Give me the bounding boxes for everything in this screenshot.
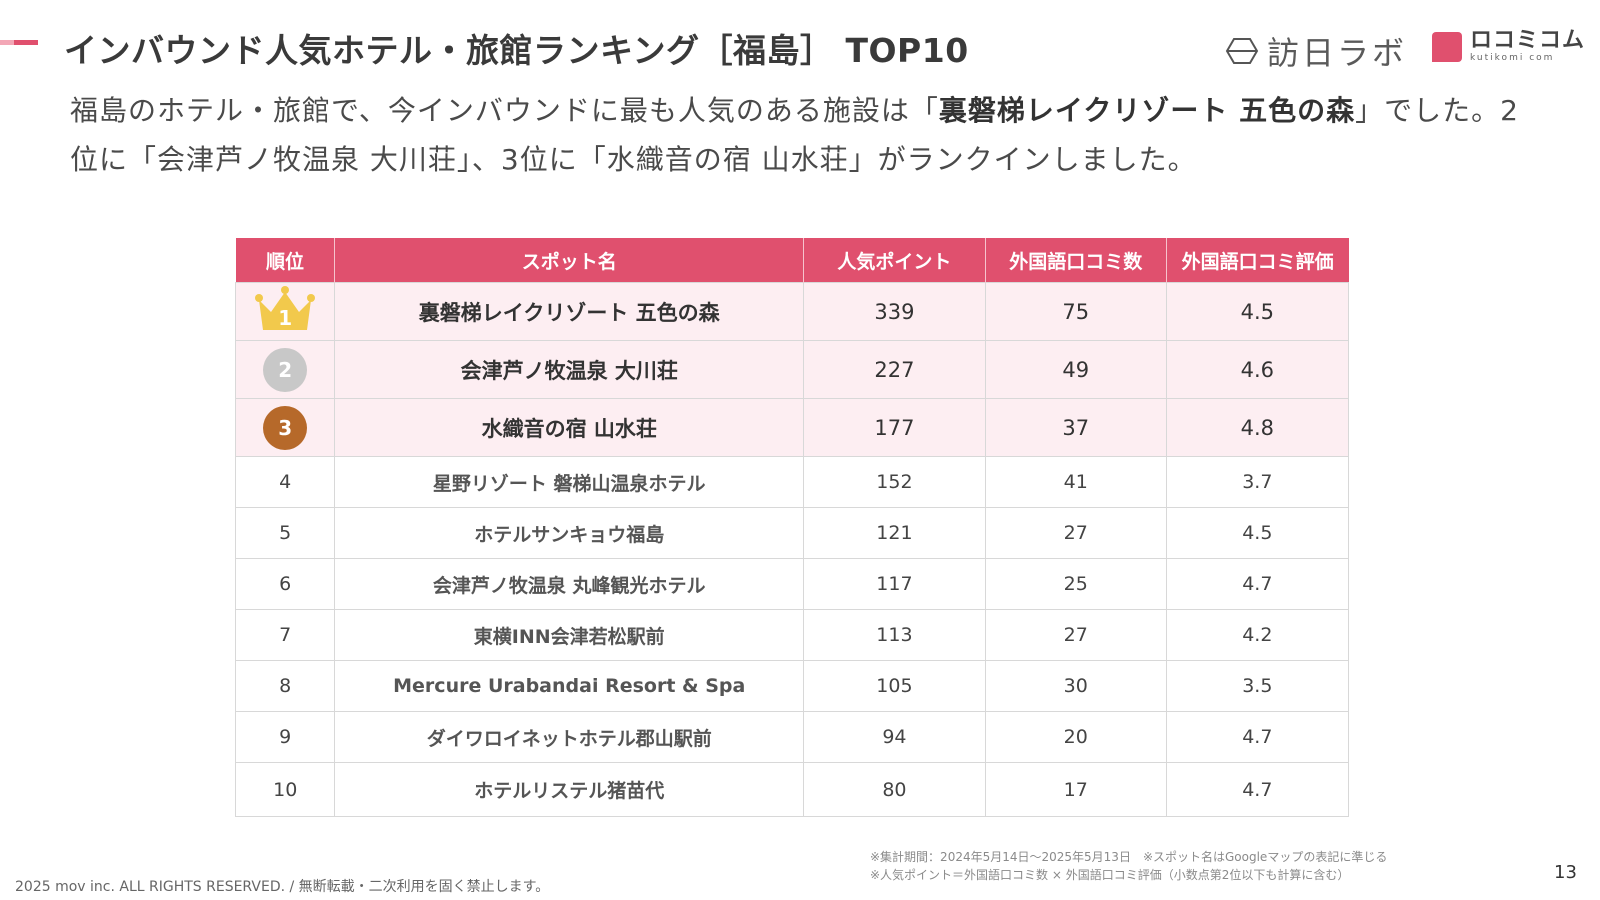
kuchikomi-logo-subtext: kutikomi com bbox=[1470, 53, 1555, 63]
title-accent-bar bbox=[0, 40, 38, 45]
points-cell: 152 bbox=[803, 456, 986, 508]
ranking-table: 順位 スポット名 人気ポイント 外国語口コミ数 外国語口コミ評価 1 裏磐梯 bbox=[234, 238, 1350, 817]
review-count-cell: 41 bbox=[984, 456, 1167, 508]
review-count-cell: 49 bbox=[984, 340, 1167, 399]
review-count-cell: 27 bbox=[984, 507, 1167, 559]
points-cell: 177 bbox=[803, 398, 986, 457]
kuchikomi-com-logo: ロコミコム kutikomi com bbox=[1432, 30, 1585, 63]
footnote-formula: ※人気ポイント＝外国語口コミ数 × 外国語口コミ評価（小数点第2位以下も計算に含… bbox=[870, 868, 1350, 882]
table-row: 6 会津芦ノ牧温泉 丸峰観光ホテル 117 25 4.7 bbox=[234, 558, 1350, 610]
spot-name-cell: ダイワロイネットホテル郡山駅前 bbox=[334, 711, 805, 763]
lead-text-part2: 」でした。2位に「会津芦ノ牧温泉 大川荘」、3位に「水織音の宿 山水荘」がランク… bbox=[70, 94, 1519, 176]
header-review-count: 外国語口コミ数 bbox=[985, 238, 1167, 283]
spot-name-cell: ホテルサンキョウ福島 bbox=[334, 507, 805, 559]
table-row: 9 ダイワロイネットホテル郡山駅前 94 20 4.7 bbox=[234, 711, 1350, 763]
rank-cell: 8 bbox=[234, 660, 336, 712]
review-rating-cell: 4.2 bbox=[1165, 609, 1350, 661]
points-cell: 113 bbox=[803, 609, 986, 661]
review-rating-cell: 4.6 bbox=[1165, 340, 1350, 399]
page-title: インバウンド人気ホテル・旅館ランキング［福島］ TOP10 bbox=[64, 31, 969, 70]
table-row: 4 星野リゾート 磐梯山温泉ホテル 152 41 3.7 bbox=[234, 456, 1350, 508]
header-rank: 順位 bbox=[235, 238, 336, 283]
rank-cell: 1 bbox=[234, 282, 336, 341]
review-count-cell: 17 bbox=[984, 762, 1167, 817]
review-rating-cell: 3.7 bbox=[1165, 456, 1350, 508]
table-row: 2 会津芦ノ牧温泉 大川荘 227 49 4.6 bbox=[234, 340, 1350, 399]
review-count-cell: 27 bbox=[984, 609, 1167, 661]
rank-cell: 10 bbox=[234, 762, 336, 817]
houjin-labo-logo-text: 訪日ラボ bbox=[1267, 34, 1408, 72]
review-count-cell: 37 bbox=[984, 398, 1167, 457]
kuchikomi-logo-text: ロコミコム bbox=[1470, 28, 1586, 53]
spot-name-cell: 会津芦ノ牧温泉 大川荘 bbox=[334, 340, 805, 399]
review-rating-cell: 4.7 bbox=[1165, 762, 1350, 817]
points-cell: 339 bbox=[803, 282, 986, 341]
points-cell: 80 bbox=[803, 762, 986, 817]
header-review-rating: 外国語口コミ評価 bbox=[1166, 238, 1349, 283]
review-rating-cell: 4.8 bbox=[1165, 398, 1350, 457]
rank-cell: 3 bbox=[234, 398, 336, 457]
silver-medal-icon: 2 bbox=[263, 347, 308, 392]
table-row: 7 東横INN会津若松駅前 113 27 4.2 bbox=[234, 609, 1350, 661]
hexagon-logo-icon bbox=[1225, 38, 1259, 64]
table-row: 8 Mercure Urabandai Resort & Spa 105 30 … bbox=[234, 660, 1350, 712]
page-number: 13 bbox=[1554, 862, 1577, 883]
rank-cell: 9 bbox=[234, 711, 336, 763]
points-cell: 121 bbox=[803, 507, 986, 559]
rank-cell: 2 bbox=[234, 340, 336, 399]
review-rating-cell: 4.7 bbox=[1165, 558, 1350, 610]
houjin-labo-logo: 訪日ラボ bbox=[1225, 28, 1407, 74]
header-spot-name: スポット名 bbox=[334, 238, 805, 283]
review-rating-cell: 4.5 bbox=[1165, 507, 1350, 559]
review-count-cell: 30 bbox=[984, 660, 1167, 712]
spot-name-cell: 水織音の宿 山水荘 bbox=[334, 398, 805, 457]
spot-name-cell: Mercure Urabandai Resort & Spa bbox=[334, 660, 805, 712]
spot-name-cell: 会津芦ノ牧温泉 丸峰観光ホテル bbox=[334, 558, 805, 610]
spot-name-cell: ホテルリステル猪苗代 bbox=[334, 762, 805, 817]
spot-name-cell: 東横INN会津若松駅前 bbox=[334, 609, 805, 661]
points-cell: 105 bbox=[803, 660, 986, 712]
rank-number: 1 bbox=[278, 306, 293, 330]
rank-cell: 6 bbox=[234, 558, 336, 610]
table-row: 5 ホテルサンキョウ福島 121 27 4.5 bbox=[234, 507, 1350, 559]
header-popularity-points: 人気ポイント bbox=[803, 238, 986, 283]
review-count-cell: 20 bbox=[984, 711, 1167, 763]
rank-cell: 5 bbox=[234, 507, 336, 559]
review-count-cell: 75 bbox=[984, 282, 1167, 341]
points-cell: 227 bbox=[803, 340, 986, 399]
table-header-row: 順位 スポット名 人気ポイント 外国語口コミ数 外国語口コミ評価 bbox=[235, 238, 1349, 283]
table-row: 3 水織音の宿 山水荘 177 37 4.8 bbox=[234, 398, 1350, 457]
review-count-cell: 25 bbox=[984, 558, 1167, 610]
lead-paragraph: 福島のホテル・旅館で、今インバウンドに最も人気のある施設は「裏磐梯レイクリゾート… bbox=[70, 86, 1530, 184]
spot-name-cell: 星野リゾート 磐梯山温泉ホテル bbox=[334, 456, 805, 508]
review-rating-cell: 4.7 bbox=[1165, 711, 1350, 763]
copyright-text: 2025 mov inc. ALL RIGHTS RESERVED. / 無断転… bbox=[15, 879, 550, 895]
rank-cell: 4 bbox=[234, 456, 336, 508]
points-cell: 94 bbox=[803, 711, 986, 763]
lead-text-part1: 福島のホテル・旅館で、今インバウンドに最も人気のある施設は「 bbox=[70, 94, 939, 127]
table-row: 10 ホテルリステル猪苗代 80 17 4.7 bbox=[234, 762, 1350, 817]
footnotes: ※集計期間：2024年5月14日〜2025年5月13日 ※スポット名はGoogl… bbox=[870, 848, 1387, 884]
points-cell: 117 bbox=[803, 558, 986, 610]
spot-name-cell: 裏磐梯レイクリゾート 五色の森 bbox=[334, 282, 805, 341]
lead-text-highlight: 裏磐梯レイクリゾート 五色の森 bbox=[938, 94, 1356, 127]
table-row: 1 裏磐梯レイクリゾート 五色の森 339 75 4.5 bbox=[234, 282, 1350, 341]
review-rating-cell: 3.5 bbox=[1165, 660, 1350, 712]
gold-crown-icon: 1 bbox=[253, 284, 317, 334]
footnote-period: ※集計期間：2024年5月14日〜2025年5月13日 ※スポット名はGoogl… bbox=[870, 850, 1388, 864]
speech-bubble-logo-icon bbox=[1432, 31, 1462, 62]
review-rating-cell: 4.5 bbox=[1165, 282, 1350, 341]
bronze-medal-icon: 3 bbox=[263, 405, 308, 450]
rank-cell: 7 bbox=[234, 609, 336, 661]
